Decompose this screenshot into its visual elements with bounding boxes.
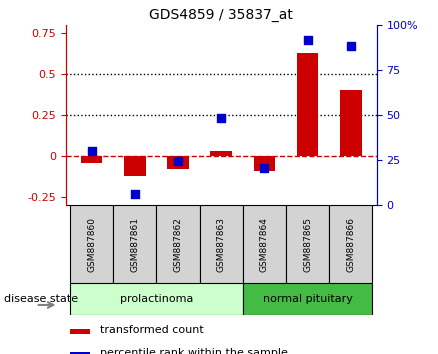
Point — [218, 115, 225, 121]
Bar — [81, 156, 102, 162]
Text: prolactinoma: prolactinoma — [120, 294, 193, 304]
Bar — [156, 205, 200, 283]
Text: GSM887864: GSM887864 — [260, 217, 269, 272]
Bar — [340, 90, 361, 156]
Text: GSM887865: GSM887865 — [303, 217, 312, 272]
Text: percentile rank within the sample: percentile rank within the sample — [100, 348, 287, 354]
Title: GDS4859 / 35837_at: GDS4859 / 35837_at — [149, 8, 293, 22]
Bar — [113, 205, 156, 283]
Bar — [254, 156, 275, 171]
Point — [131, 191, 138, 197]
Text: disease state: disease state — [4, 294, 78, 304]
Text: GSM887862: GSM887862 — [173, 217, 183, 272]
Bar — [243, 283, 372, 315]
Text: transformed count: transformed count — [100, 325, 203, 335]
Text: GSM887863: GSM887863 — [217, 217, 226, 272]
Point — [261, 165, 268, 170]
Bar — [243, 205, 286, 283]
Point — [347, 43, 354, 49]
Bar — [70, 205, 113, 283]
Bar — [200, 205, 243, 283]
Text: GSM887860: GSM887860 — [87, 217, 96, 272]
Bar — [210, 151, 232, 156]
Text: normal pituitary: normal pituitary — [263, 294, 353, 304]
Point — [88, 148, 95, 154]
Bar — [167, 156, 189, 169]
Point — [304, 37, 311, 42]
Bar — [286, 205, 329, 283]
Bar — [70, 352, 90, 354]
Text: GSM887861: GSM887861 — [131, 217, 139, 272]
Bar — [70, 329, 90, 334]
Bar — [124, 156, 145, 176]
Bar — [297, 53, 318, 156]
Bar — [70, 283, 243, 315]
Bar — [329, 205, 372, 283]
Text: GSM887866: GSM887866 — [346, 217, 355, 272]
Point — [174, 158, 181, 164]
